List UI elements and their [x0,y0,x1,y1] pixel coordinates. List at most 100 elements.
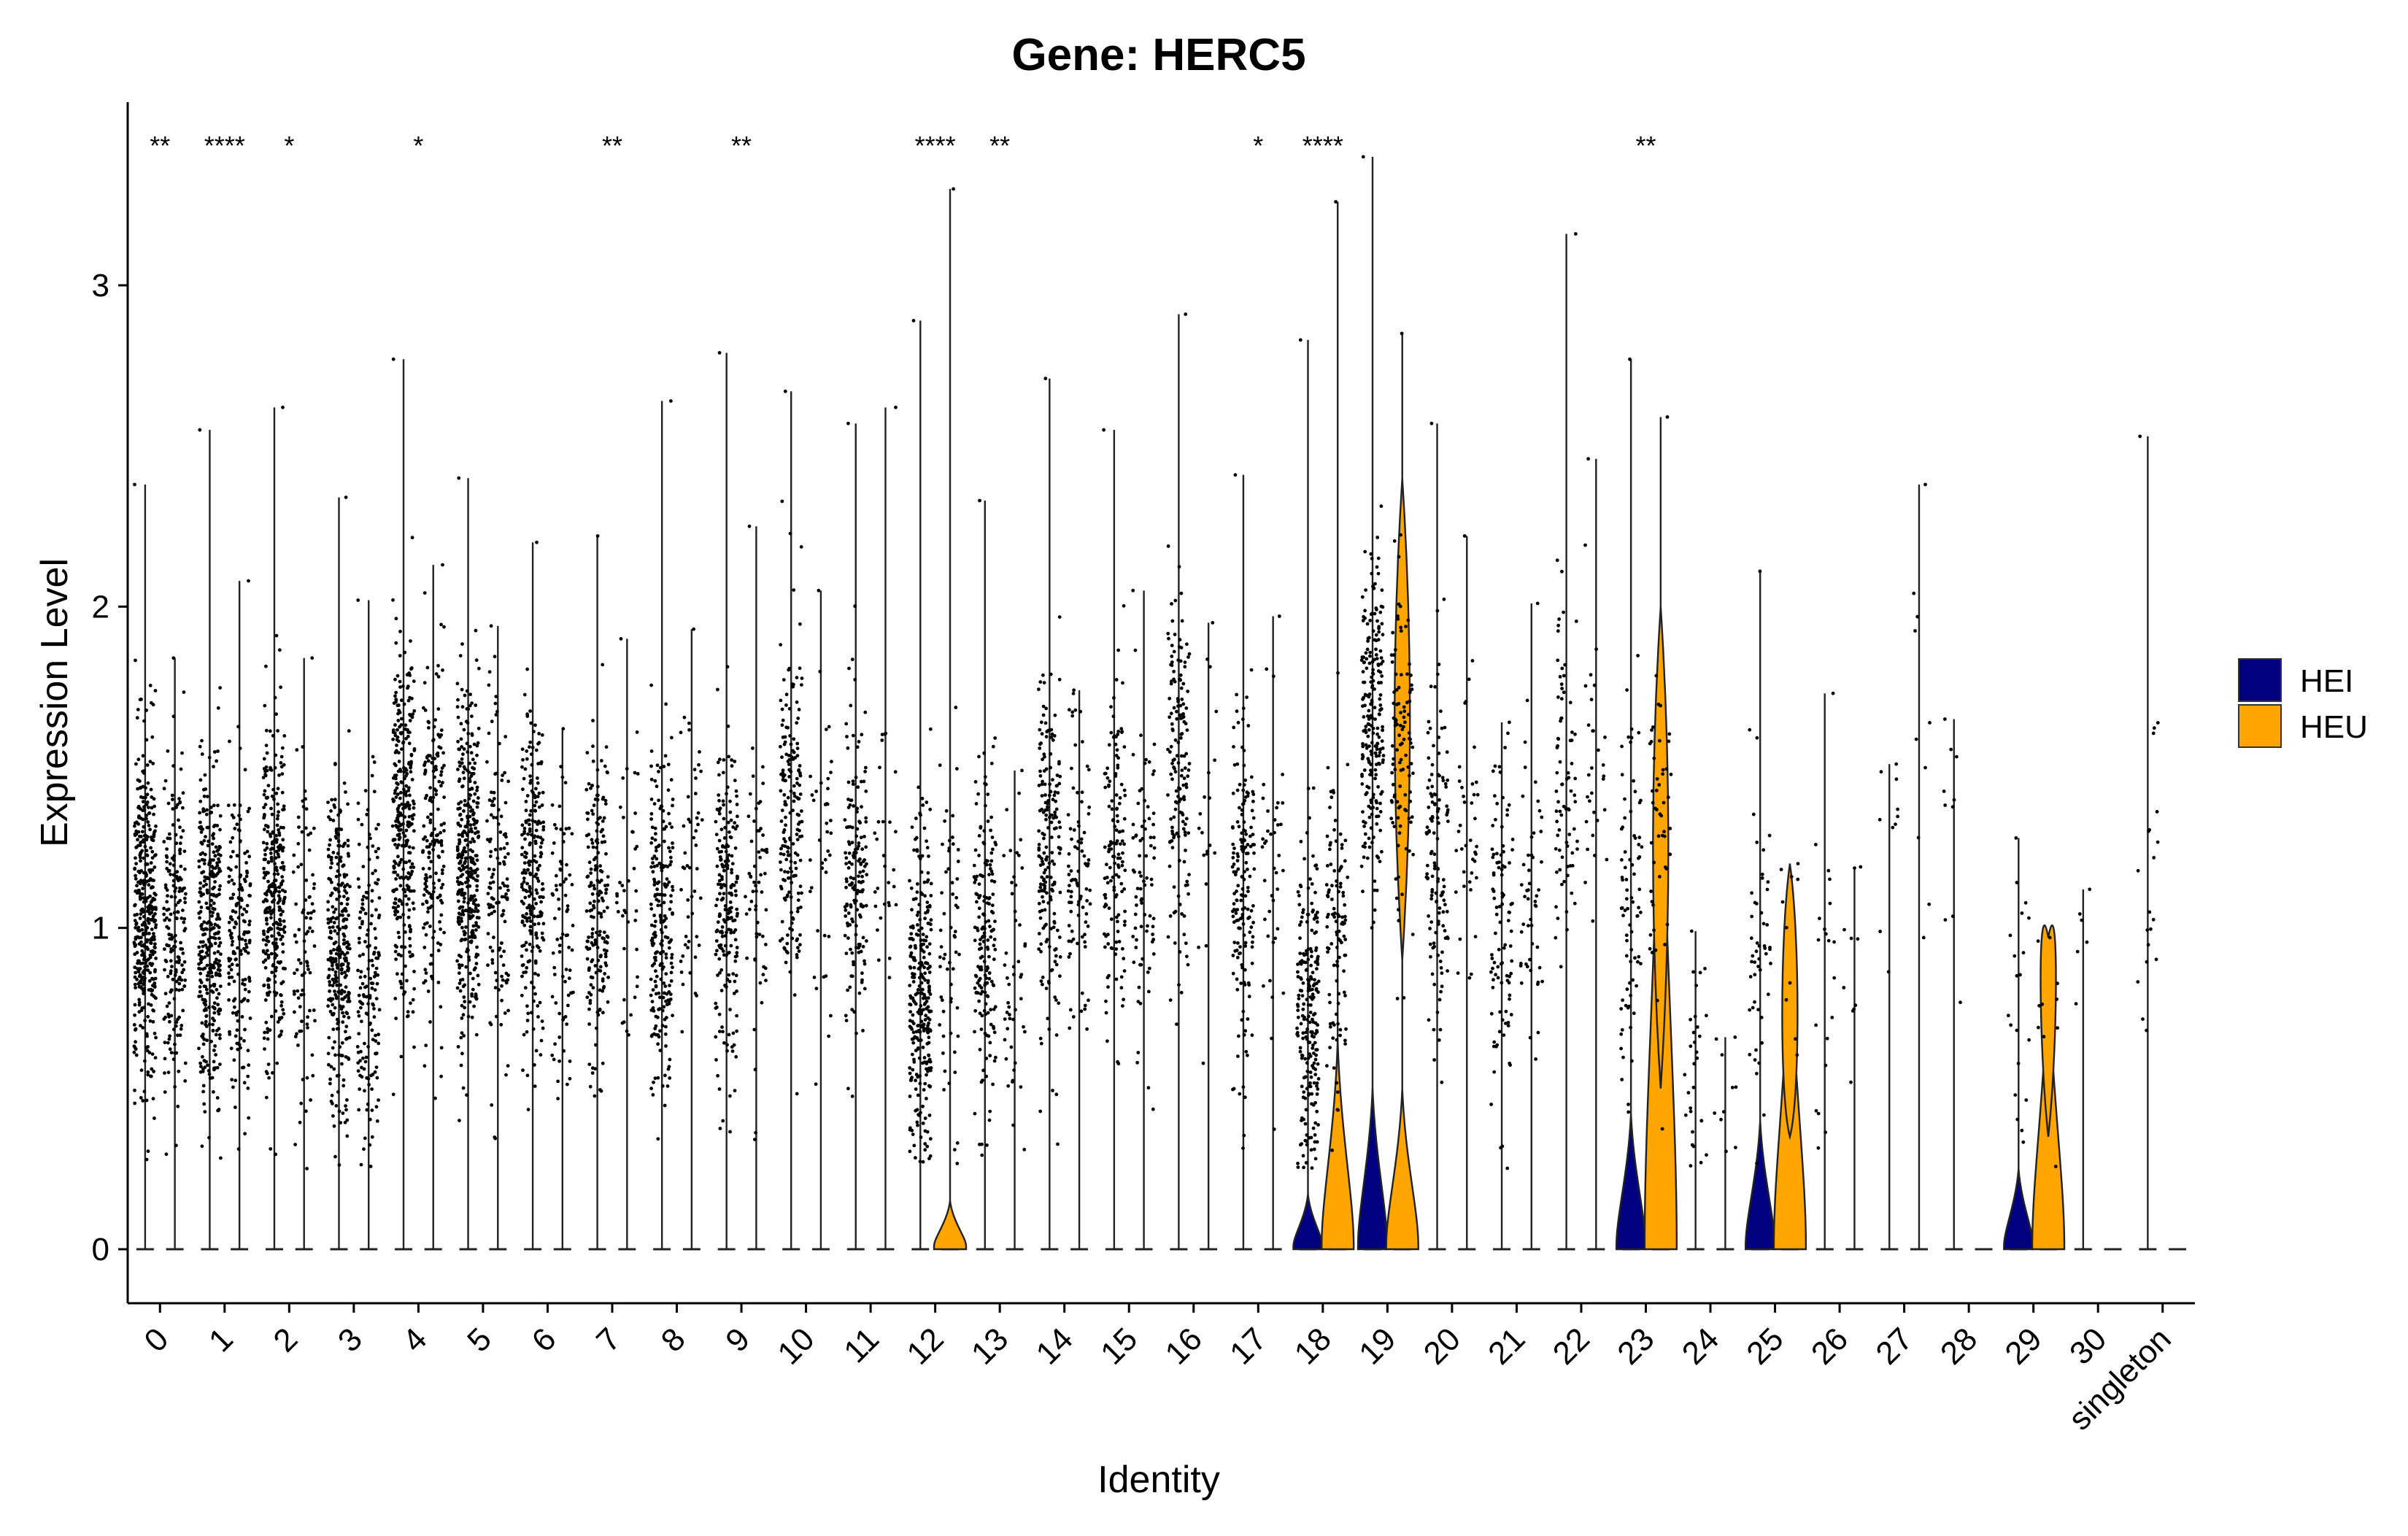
data-point [203,876,207,879]
data-point [978,882,981,886]
data-point [915,836,919,840]
data-point [461,909,465,913]
data-point [463,933,466,937]
data-point [591,841,595,845]
data-point [920,871,924,874]
data-point [1106,776,1110,780]
data-point [219,814,223,818]
data-point [412,829,416,833]
data-point [333,993,337,997]
data-point [789,811,792,815]
data-point [725,863,729,867]
data-point [147,806,150,809]
data-point [721,935,725,938]
data-point [1376,785,1380,789]
data-point [1244,894,1248,898]
data-point [1243,878,1246,881]
data-point [993,919,997,923]
data-point [1059,891,1062,895]
data-point [401,731,404,735]
data-point [1309,975,1313,979]
data-point [1300,959,1304,962]
data-point [200,906,204,909]
data-point [154,1056,158,1060]
data-point [148,827,152,831]
data-point [593,858,596,862]
data-point [341,919,345,923]
data-point [274,889,278,893]
data-point [1316,1092,1319,1096]
data-point [1235,693,1238,697]
violin-hei-14 [1037,377,1062,1249]
data-point [649,865,653,869]
data-point [534,960,538,963]
data-point [396,873,400,877]
data-point [395,781,398,785]
data-point [476,806,479,809]
data-point [471,1016,474,1019]
data-point [733,960,737,963]
data-point [267,986,271,989]
data-point [1045,987,1049,990]
data-point [984,1002,988,1006]
data-point [1173,885,1176,889]
data-point [347,844,350,848]
data-point [908,965,912,969]
data-point [133,1089,136,1092]
data-point [716,898,719,901]
data-point [153,1116,156,1120]
data-point [926,846,930,849]
data-point [536,781,540,785]
data-point [142,992,145,995]
data-point [393,694,397,698]
data-point [332,1068,336,1071]
data-point [471,869,474,873]
data-point [535,1049,539,1053]
data-point [720,827,724,831]
data-point [476,879,479,883]
data-point [1121,860,1124,864]
data-point [782,853,786,857]
data-point [1168,840,1172,844]
data-point [201,752,204,756]
data-point [1316,955,1320,959]
data-point [664,984,668,988]
data-point [1179,811,1183,814]
data-point [1442,878,1446,881]
data-point [593,900,596,903]
data-point [1301,1031,1305,1035]
data-point [134,1027,138,1031]
data-point [396,854,400,858]
data-point [988,1054,992,1057]
data-point [202,884,206,888]
data-point [1374,647,1378,651]
data-point [1168,697,1171,701]
data-point [973,926,977,930]
data-point [533,723,537,727]
data-point [542,825,546,829]
data-point [863,711,867,714]
data-point [587,846,590,849]
data-point [989,930,993,933]
data-point [1304,1122,1308,1126]
data-point [532,730,536,733]
data-point [458,963,461,967]
data-point [539,1001,542,1005]
data-point [975,975,979,979]
data-point [847,781,851,784]
data-point [409,639,412,643]
data-point [781,723,784,727]
data-point [1311,1166,1314,1170]
data-point [1176,658,1180,662]
data-point [153,942,157,946]
data-point [144,814,148,817]
data-point [336,869,340,873]
data-point [1053,882,1057,886]
data-point [986,947,989,951]
data-point [846,798,850,801]
data-point [204,787,207,791]
data-point [1375,653,1378,657]
data-point [216,950,220,954]
data-point [212,1019,216,1022]
data-point [722,758,725,762]
